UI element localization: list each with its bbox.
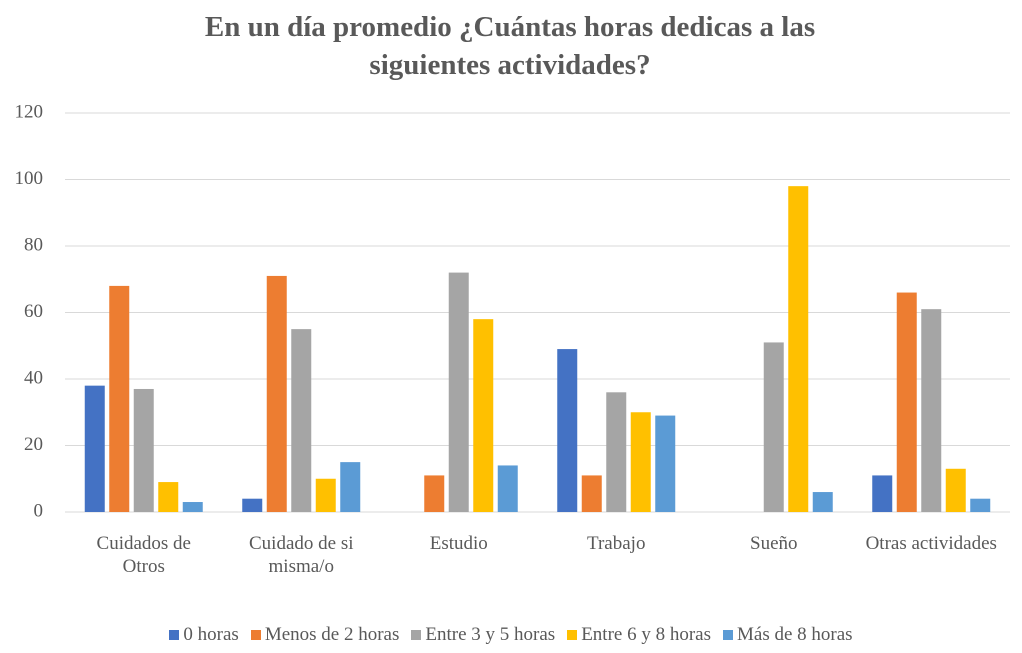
y-tick-label: 80	[24, 234, 43, 255]
legend-swatch	[250, 630, 261, 640]
bar	[424, 475, 445, 512]
bar	[340, 462, 361, 512]
bar	[133, 388, 154, 512]
legend-item: Entre 3 y 5 horas	[411, 624, 555, 646]
x-tick-label: Cuidado de si misma/o	[249, 533, 354, 577]
legend-item: Menos de 2 horas	[250, 624, 400, 646]
bar	[291, 329, 312, 512]
x-tick-label: Trabajo	[587, 533, 646, 554]
legend-item: 0 horas	[169, 624, 239, 646]
legend-swatch	[411, 630, 422, 640]
legend-swatch	[723, 630, 734, 640]
legend-swatch	[169, 630, 180, 640]
bar	[788, 186, 809, 512]
x-tick-label: Cuidados de Otros	[96, 533, 191, 577]
bar	[812, 492, 833, 512]
x-tick-label: Sueño	[750, 533, 798, 554]
bar	[945, 468, 966, 512]
legend-label: Entre 3 y 5 horas	[425, 624, 556, 645]
legend-item: Entre 6 y 8 horas	[567, 624, 711, 646]
y-tick-label: 120	[15, 101, 44, 122]
legend-swatch	[567, 630, 578, 640]
x-tick-label: Estudio	[429, 533, 488, 554]
y-tick-label: 60	[24, 301, 43, 322]
bar	[557, 349, 578, 512]
bar	[630, 412, 651, 512]
y-tick-label: 0	[34, 500, 44, 521]
legend-label: Entre 6 y 8 horas	[581, 624, 712, 645]
bar	[473, 319, 494, 512]
bar	[266, 275, 287, 512]
bar	[497, 465, 518, 512]
legend: 0 horas Menos de 2 horas Entre 3 y 5 horas…	[0, 624, 1022, 646]
bar	[109, 285, 130, 512]
bar	[242, 498, 263, 512]
bar	[921, 309, 942, 512]
bar	[606, 392, 627, 512]
bar	[448, 272, 469, 512]
y-tick-label: 100	[15, 168, 44, 189]
bar	[872, 475, 893, 512]
chart-title: En un día promedio ¿Cuántas horas dedica…	[204, 11, 816, 81]
bar	[182, 502, 203, 512]
bar	[970, 498, 991, 512]
bar	[655, 415, 676, 512]
legend-label: Menos de 2 horas	[264, 624, 400, 645]
bar	[763, 342, 784, 512]
y-tick-label: 20	[24, 434, 43, 455]
bar	[315, 478, 336, 512]
bar	[581, 475, 602, 512]
legend-label: 0 horas	[183, 624, 239, 645]
bar	[84, 385, 105, 512]
y-tick-label: 40	[24, 367, 43, 388]
legend-item: Más de 8 horas	[723, 624, 853, 646]
legend-label: Más de 8 horas	[737, 624, 853, 645]
bar	[896, 292, 917, 512]
x-tick-label: Otras actividades	[865, 533, 997, 554]
bar	[158, 482, 179, 512]
